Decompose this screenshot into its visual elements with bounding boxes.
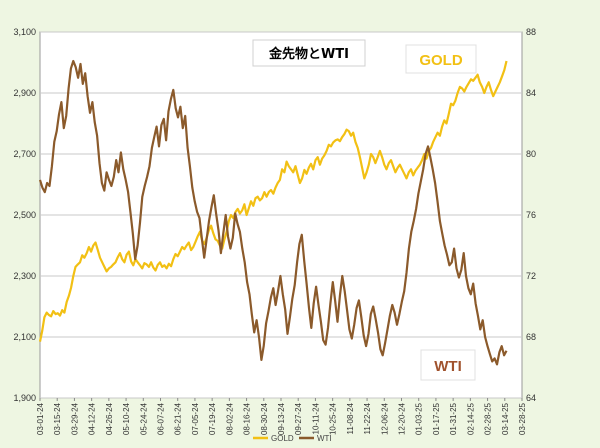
x-tick-label: 12-06-24	[380, 402, 389, 435]
legend-label-gold: GOLD	[271, 434, 294, 443]
x-tick-label: 01-31-25	[449, 402, 458, 435]
left-tick-label: 2,300	[13, 271, 36, 281]
title-box	[252, 39, 366, 67]
x-tick-label: 10-11-24	[311, 402, 320, 434]
left-axis-ticks: 1,900 2,100 2,300 2,500 2,700 2,900 3,100	[13, 27, 36, 403]
gold-annotation: GOLD	[419, 52, 462, 69]
right-tick-label: 68	[526, 332, 536, 342]
x-tick-label: 10-25-24	[329, 402, 338, 435]
x-tick-label: 11-08-24	[346, 402, 355, 434]
wti-annotation: WTI	[434, 358, 462, 375]
legend: GOLD WTI	[253, 434, 332, 443]
x-tick-label: 06-07-24	[157, 402, 166, 435]
legend-label-wti: WTI	[317, 434, 332, 443]
series-line-wti	[38, 59, 508, 366]
x-tick-label: 12-20-24	[398, 402, 407, 435]
wti-annotation-box	[420, 349, 476, 381]
gold-annotation-box	[405, 44, 477, 74]
x-tick-label: 03-15-24	[53, 402, 62, 435]
right-tick-label: 80	[526, 149, 536, 159]
x-tick-label: 08-16-24	[243, 402, 252, 435]
right-tick-label: 64	[526, 393, 536, 403]
right-tick-label: 76	[526, 210, 536, 220]
left-tick-label: 2,700	[13, 149, 36, 159]
chart-title: 金先物とWTI	[268, 46, 349, 62]
right-tick-label: 84	[526, 88, 536, 98]
x-tick-label: 07-05-24	[191, 402, 200, 435]
x-tick-label: 08-02-24	[225, 402, 234, 435]
right-tick-label: 72	[526, 271, 536, 281]
x-tick-label: 03-01-24	[36, 402, 45, 435]
x-tick-label: 06-21-24	[174, 402, 183, 435]
left-tick-label: 2,900	[13, 88, 36, 98]
x-tick-label: 03-14-25	[501, 402, 510, 435]
x-tick-label: 03-29-24	[70, 402, 79, 435]
x-axis-ticks: 03-01-24 03-15-24 03-29-24 04-12-24 04-26-24…	[36, 398, 527, 435]
x-tick-label: 11-22-24	[363, 402, 372, 434]
x-tick-label: 09-13-24	[277, 402, 286, 435]
x-tick-label: 05-24-24	[139, 402, 148, 435]
x-tick-label: 09-27-24	[294, 402, 303, 435]
right-axis-ticks: 64 68 72 76 80 84 88	[526, 27, 536, 403]
x-tick-label: 04-26-24	[105, 402, 114, 435]
left-tick-label: 1,900	[13, 393, 36, 403]
x-tick-label: 03-28-25	[518, 402, 527, 435]
x-tick-label: 07-19-24	[208, 402, 217, 435]
x-tick-label: 01-17-25	[432, 402, 441, 435]
left-tick-label: 3,100	[13, 27, 36, 37]
right-tick-label: 88	[526, 27, 536, 37]
left-tick-label: 2,100	[13, 332, 36, 342]
x-tick-label: 02-14-25	[466, 402, 475, 435]
x-tick-label: 05-10-24	[122, 402, 131, 435]
x-tick-label: 02-28-25	[484, 402, 493, 435]
x-tick-label: 04-12-24	[88, 402, 97, 435]
left-tick-label: 2,500	[13, 210, 36, 220]
x-tick-label: 01-03-25	[415, 402, 424, 435]
x-tick-label: 08-30-24	[260, 402, 269, 435]
